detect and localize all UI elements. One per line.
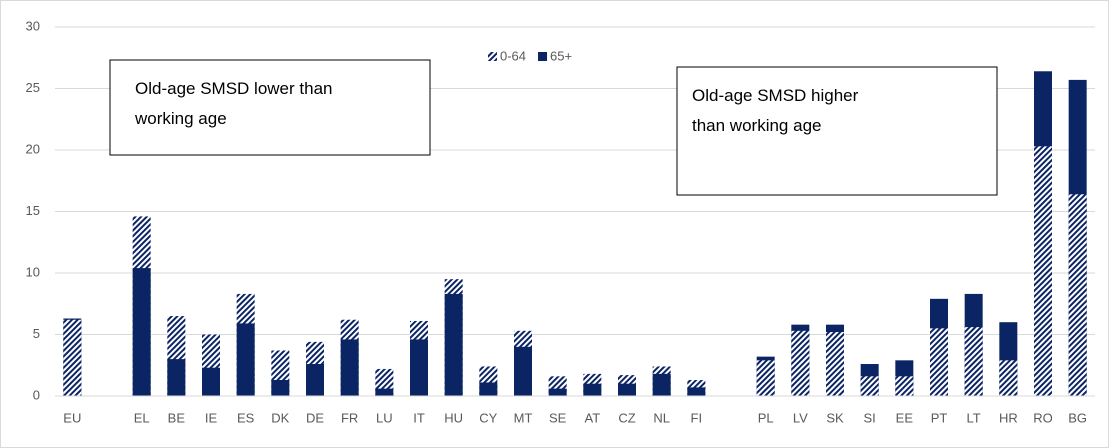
- bar: [791, 330, 810, 396]
- x-tick-label: PL: [758, 410, 774, 425]
- bar: [167, 359, 186, 396]
- x-tick-label: IT: [413, 410, 425, 425]
- x-tick-label: EU: [63, 410, 81, 425]
- bar: [756, 360, 775, 396]
- x-tick-label: FR: [341, 410, 358, 425]
- x-tick-label: DK: [271, 410, 289, 425]
- x-tick-label: LV: [793, 410, 808, 425]
- x-tick-label: LU: [376, 410, 393, 425]
- bar: [340, 339, 359, 396]
- bar: [895, 376, 914, 396]
- x-tick-label: BE: [168, 410, 186, 425]
- x-tick-label: CY: [479, 410, 497, 425]
- y-tick-label: 5: [33, 326, 40, 341]
- bar: [479, 382, 498, 396]
- x-tick-label: SK: [826, 410, 844, 425]
- bar: [236, 323, 255, 396]
- x-tick-label: HU: [444, 410, 463, 425]
- bar: [1034, 146, 1052, 396]
- y-tick-label: 20: [26, 141, 40, 156]
- bar: [964, 327, 983, 396]
- y-tick-label: 0: [33, 387, 40, 402]
- y-tick-label: 30: [26, 18, 40, 33]
- x-tick-label: NL: [653, 410, 670, 425]
- y-tick-label: 15: [26, 203, 40, 218]
- bar: [306, 364, 324, 396]
- x-tick-label: CZ: [618, 410, 635, 425]
- bar: [1068, 194, 1087, 396]
- legend-label: 0-64: [500, 48, 526, 63]
- bar: [271, 380, 290, 396]
- bar: [930, 328, 948, 396]
- bar: [860, 376, 879, 396]
- x-tick-label: RO: [1033, 410, 1053, 425]
- annotation-text: Old-age SMSD higher: [692, 86, 859, 105]
- bar: [687, 387, 706, 396]
- x-tick-label: SI: [864, 410, 876, 425]
- legend-swatch: [538, 52, 548, 61]
- bar: [514, 346, 532, 396]
- bar: [999, 360, 1018, 396]
- bar: [583, 383, 602, 396]
- x-tick-label: EL: [134, 410, 150, 425]
- bar: [202, 367, 220, 396]
- bar: [63, 319, 82, 396]
- bar: [826, 332, 844, 396]
- annotation-box: [676, 66, 998, 196]
- bar: [375, 388, 394, 396]
- bar: [548, 388, 567, 396]
- x-tick-label: IE: [205, 410, 218, 425]
- x-tick-label: BG: [1068, 410, 1087, 425]
- bar: [444, 293, 463, 396]
- x-tick-label: EE: [896, 410, 914, 425]
- y-tick-label: 10: [26, 264, 40, 279]
- annotation-box: [109, 59, 431, 156]
- x-tick-label: ES: [237, 410, 255, 425]
- bar: [410, 339, 428, 396]
- annotation-text: Old-age SMSD lower than: [135, 79, 332, 98]
- bar: [132, 268, 151, 396]
- annotation-text: working age: [134, 109, 227, 128]
- bar: [618, 383, 636, 396]
- x-tick-label: LT: [967, 410, 981, 425]
- x-tick-label: PT: [931, 410, 948, 425]
- x-tick-label: MT: [514, 410, 533, 425]
- x-tick-label: SE: [549, 410, 567, 425]
- x-tick-label: AT: [585, 410, 601, 425]
- x-tick-label: HR: [999, 410, 1018, 425]
- legend-swatch: [488, 52, 497, 61]
- y-tick-label: 25: [26, 80, 40, 95]
- x-tick-label: FI: [691, 410, 703, 425]
- x-tick-label: DE: [306, 410, 324, 425]
- annotation-text: than working age: [692, 116, 821, 135]
- bar: [652, 373, 671, 396]
- legend-label: 65+: [550, 48, 572, 63]
